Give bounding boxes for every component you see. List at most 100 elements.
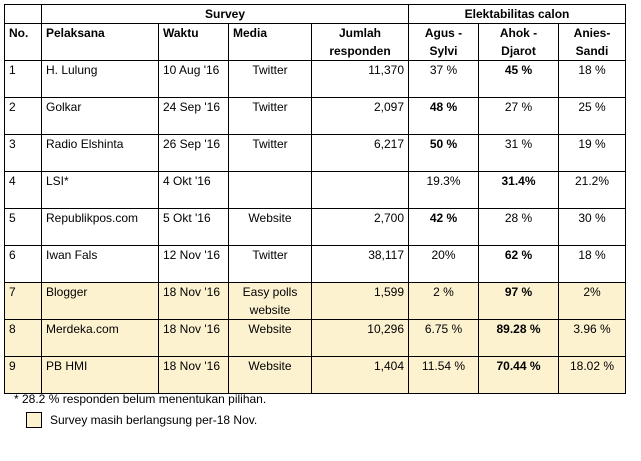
cell-anies-sandi-text: 18 %	[578, 63, 606, 77]
table-row: 9 PB HMI 18 Nov '16 Website 1,404 11.54 % 70.4…	[4, 356, 626, 394]
survey-table: Survey Elektabilitas calon No. Pelaksana…	[4, 4, 626, 394]
cell-media-text: Twitter	[252, 100, 288, 114]
cell-jumlah-responden-text: 2,097	[373, 100, 404, 114]
cell-ahok-djarot-text: 31.4%	[501, 174, 536, 188]
cell-pelaksana: Merdeka.com	[41, 319, 159, 357]
cell-pelaksana-text: Republikpos.com	[46, 211, 139, 225]
cell-no: 5	[4, 208, 42, 246]
cell-jumlah-responden-text: 1,599	[373, 285, 404, 299]
cell-waktu-text: 5 Okt '16	[163, 211, 211, 225]
cell-anies-sandi: 18 %	[558, 245, 626, 283]
cell-anies-sandi-text: 25 %	[578, 100, 606, 114]
cell-no-text: 2	[9, 100, 16, 114]
cell-jumlah-responden	[311, 171, 409, 209]
cell-agus-sylvi: 19.3%	[408, 171, 479, 209]
cell-anies-sandi-text: 21.2%	[574, 174, 610, 188]
cell-no: 3	[4, 134, 42, 172]
cell-waktu-text: 24 Sep '16	[163, 100, 221, 114]
cell-ahok-djarot-text: 28 %	[504, 211, 533, 225]
cell-pelaksana: H. Lulung	[41, 60, 159, 98]
cell-no-text: 3	[9, 137, 16, 151]
legend-label: Survey masih berlangsung per-18 Nov.	[50, 413, 258, 427]
cell-media: Website	[228, 356, 312, 394]
cell-agus-sylvi-text: 19.3%	[426, 174, 461, 188]
cell-agus-sylvi-text: 42 %	[429, 211, 458, 225]
cell-no-text: 9	[9, 359, 16, 373]
cell-media: Twitter	[228, 245, 312, 283]
cell-media-text: Twitter	[252, 137, 288, 151]
cell-anies-sandi-text: 18 %	[578, 248, 606, 262]
cell-no: 1	[4, 60, 42, 98]
cell-pelaksana: PB HMI	[41, 356, 159, 394]
cell-jumlah-responden-text: 10,296	[367, 322, 404, 336]
table-row: 5 Republikpos.com 5 Okt '16 Website 2,700 42 …	[4, 208, 626, 246]
cell-ahok-djarot: 45 %	[478, 60, 559, 98]
header-jumlah-responden: Jumlah responden	[311, 23, 409, 61]
cell-no: 8	[4, 319, 42, 357]
cell-waktu: 18 Nov '16	[158, 319, 229, 357]
header-pelaksana: Pelaksana	[41, 23, 159, 61]
cell-pelaksana-text: PB HMI	[46, 359, 88, 373]
cell-anies-sandi-text: 19 %	[578, 137, 606, 151]
table-row: 4 LSI* 4 Okt '16 19.3% 31.4% 21.2%	[4, 171, 626, 209]
cell-pelaksana: LSI*	[41, 171, 159, 209]
header-media: Media	[228, 23, 312, 61]
header-elektabilitas: Elektabilitas calon	[408, 4, 626, 24]
cell-anies-sandi: 18.02 %	[558, 356, 626, 394]
cell-media-text: Twitter	[252, 248, 288, 262]
cell-jumlah-responden: 38,117	[311, 245, 409, 283]
cell-waktu-text: 12 Nov '16	[163, 248, 220, 262]
cell-ahok-djarot: 31 %	[478, 134, 559, 172]
cell-agus-sylvi-text: 11.54 %	[421, 359, 466, 373]
cell-no: 6	[4, 245, 42, 283]
cell-ahok-djarot-text: 31 %	[504, 137, 533, 151]
cell-waktu-text: 18 Nov '16	[163, 359, 220, 373]
cell-agus-sylvi: 48 %	[408, 97, 479, 135]
cell-anies-sandi: 3.96 %	[558, 319, 626, 357]
cell-no-text: 7	[9, 285, 16, 299]
header-blank-left	[4, 4, 42, 24]
cell-waktu: 18 Nov '16	[158, 282, 229, 320]
cell-ahok-djarot-text: 62 %	[504, 248, 533, 262]
cell-jumlah-responden-text: 1,404	[373, 359, 404, 373]
header-ahok-djarot: Ahok - Djarot	[478, 23, 559, 61]
cell-no: 4	[4, 171, 42, 209]
cell-ahok-djarot-text: 89.28 %	[496, 322, 541, 336]
cell-media: Website	[228, 319, 312, 357]
header-anies-sandi: Anies-Sandi	[558, 23, 626, 61]
cell-anies-sandi: 30 %	[558, 208, 626, 246]
table-row: 3 Radio Elshinta 26 Sep '16 Twitter 6,217 50 …	[4, 134, 626, 172]
cell-anies-sandi: 19 %	[558, 134, 626, 172]
cell-waktu-text: 10 Aug '16	[163, 63, 220, 77]
cell-media: Twitter	[228, 134, 312, 172]
cell-no-text: 5	[9, 211, 16, 225]
cell-ahok-djarot-text: 27 %	[504, 100, 533, 114]
cell-pelaksana-text: Golkar	[46, 100, 82, 114]
cell-media: Twitter	[228, 97, 312, 135]
cell-agus-sylvi: 50 %	[408, 134, 479, 172]
cell-pelaksana: Blogger	[41, 282, 159, 320]
cell-pelaksana: Golkar	[41, 97, 159, 135]
cell-no: 7	[4, 282, 42, 320]
cell-waktu: 10 Aug '16	[158, 60, 229, 98]
cell-ahok-djarot: 62 %	[478, 245, 559, 283]
cell-pelaksana-text: Blogger	[46, 285, 88, 299]
cell-pelaksana: Radio Elshinta	[41, 134, 159, 172]
cell-ahok-djarot-text: 70.44 %	[496, 359, 541, 373]
cell-ahok-djarot-text: 45 %	[504, 63, 533, 77]
cell-waktu: 18 Nov '16	[158, 356, 229, 394]
cell-waktu-text: 18 Nov '16	[163, 285, 220, 299]
cell-waktu: 26 Sep '16	[158, 134, 229, 172]
cell-media	[228, 171, 312, 209]
cell-anies-sandi-text: 18.02 %	[569, 359, 615, 373]
cell-ahok-djarot: 28 %	[478, 208, 559, 246]
cell-waktu: 12 Nov '16	[158, 245, 229, 283]
cell-anies-sandi-text: 3.96 %	[573, 322, 611, 336]
cell-anies-sandi: 25 %	[558, 97, 626, 135]
cell-ahok-djarot: 70.44 %	[478, 356, 559, 394]
cell-ahok-djarot-text: 97 %	[504, 285, 533, 299]
cell-media: Easy polls website	[228, 282, 312, 320]
cell-anies-sandi: 2%	[558, 282, 626, 320]
cell-jumlah-responden-text: 11,370	[368, 63, 404, 77]
cell-agus-sylvi: 2 %	[408, 282, 479, 320]
